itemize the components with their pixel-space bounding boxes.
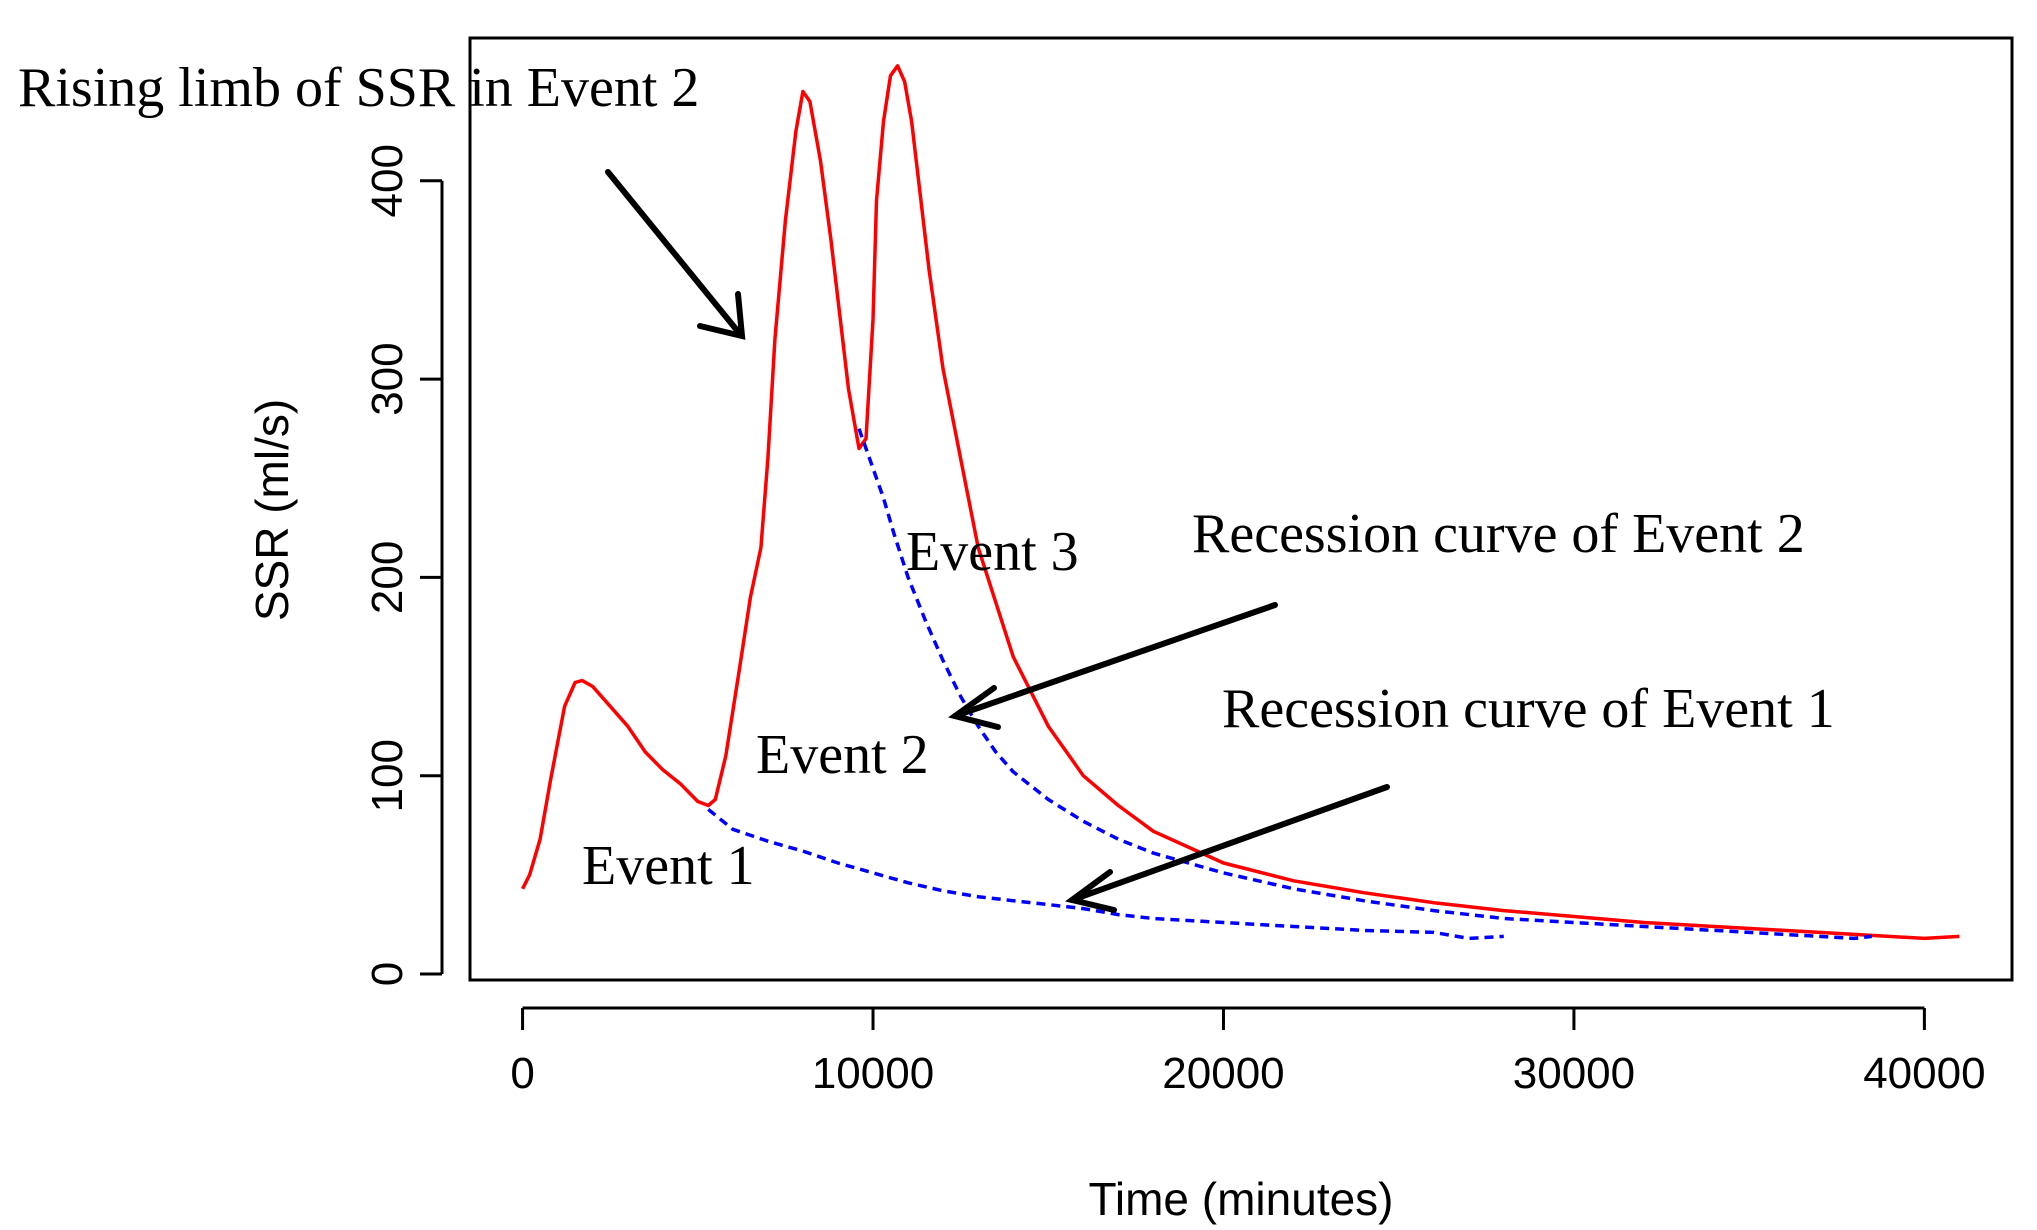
x-tick-label: 0 bbox=[510, 1049, 534, 1098]
plot-frame bbox=[468, 36, 2014, 982]
x-axis: 0 10000 20000 30000 40000 bbox=[510, 1006, 1986, 1098]
annotation-event-3: Event 3 bbox=[906, 521, 1079, 583]
arrow-recession-event-2 bbox=[948, 602, 1278, 730]
arrow-recession-event-1 bbox=[1065, 784, 1390, 913]
x-tick-label: 40000 bbox=[1863, 1049, 1985, 1098]
y-tick-label: 100 bbox=[363, 739, 412, 812]
x-tick-label: 30000 bbox=[1513, 1049, 1635, 1098]
arrow-rising-limb bbox=[605, 169, 746, 340]
y-axis-label: SSR (ml/s) bbox=[246, 399, 298, 621]
annotation-recession-event-2: Recession curve of Event 2 bbox=[1192, 503, 1805, 565]
series-layer bbox=[521, 64, 1960, 941]
y-tick-label: 0 bbox=[363, 962, 412, 986]
annotations: Rising limb of SSR in Event 2 Event 1 Ev… bbox=[18, 57, 1835, 913]
series-line-recession-2 bbox=[857, 428, 1872, 941]
y-tick-label: 400 bbox=[363, 144, 412, 217]
annotation-rising-limb: Rising limb of SSR in Event 2 bbox=[18, 57, 699, 119]
y-axis: 0 100 200 300 400 bbox=[363, 144, 444, 986]
series-line-recession-1 bbox=[707, 808, 1504, 941]
annotation-event-2: Event 2 bbox=[756, 724, 929, 786]
x-axis-label: Time (minutes) bbox=[1089, 1173, 1394, 1225]
y-tick-label: 300 bbox=[363, 342, 412, 415]
x-tick-label: 10000 bbox=[812, 1049, 934, 1098]
annotation-recession-event-1: Recession curve of Event 1 bbox=[1222, 678, 1835, 740]
y-tick-label: 200 bbox=[363, 541, 412, 614]
annotation-event-1: Event 1 bbox=[582, 835, 755, 897]
x-tick-label: 20000 bbox=[1162, 1049, 1284, 1098]
